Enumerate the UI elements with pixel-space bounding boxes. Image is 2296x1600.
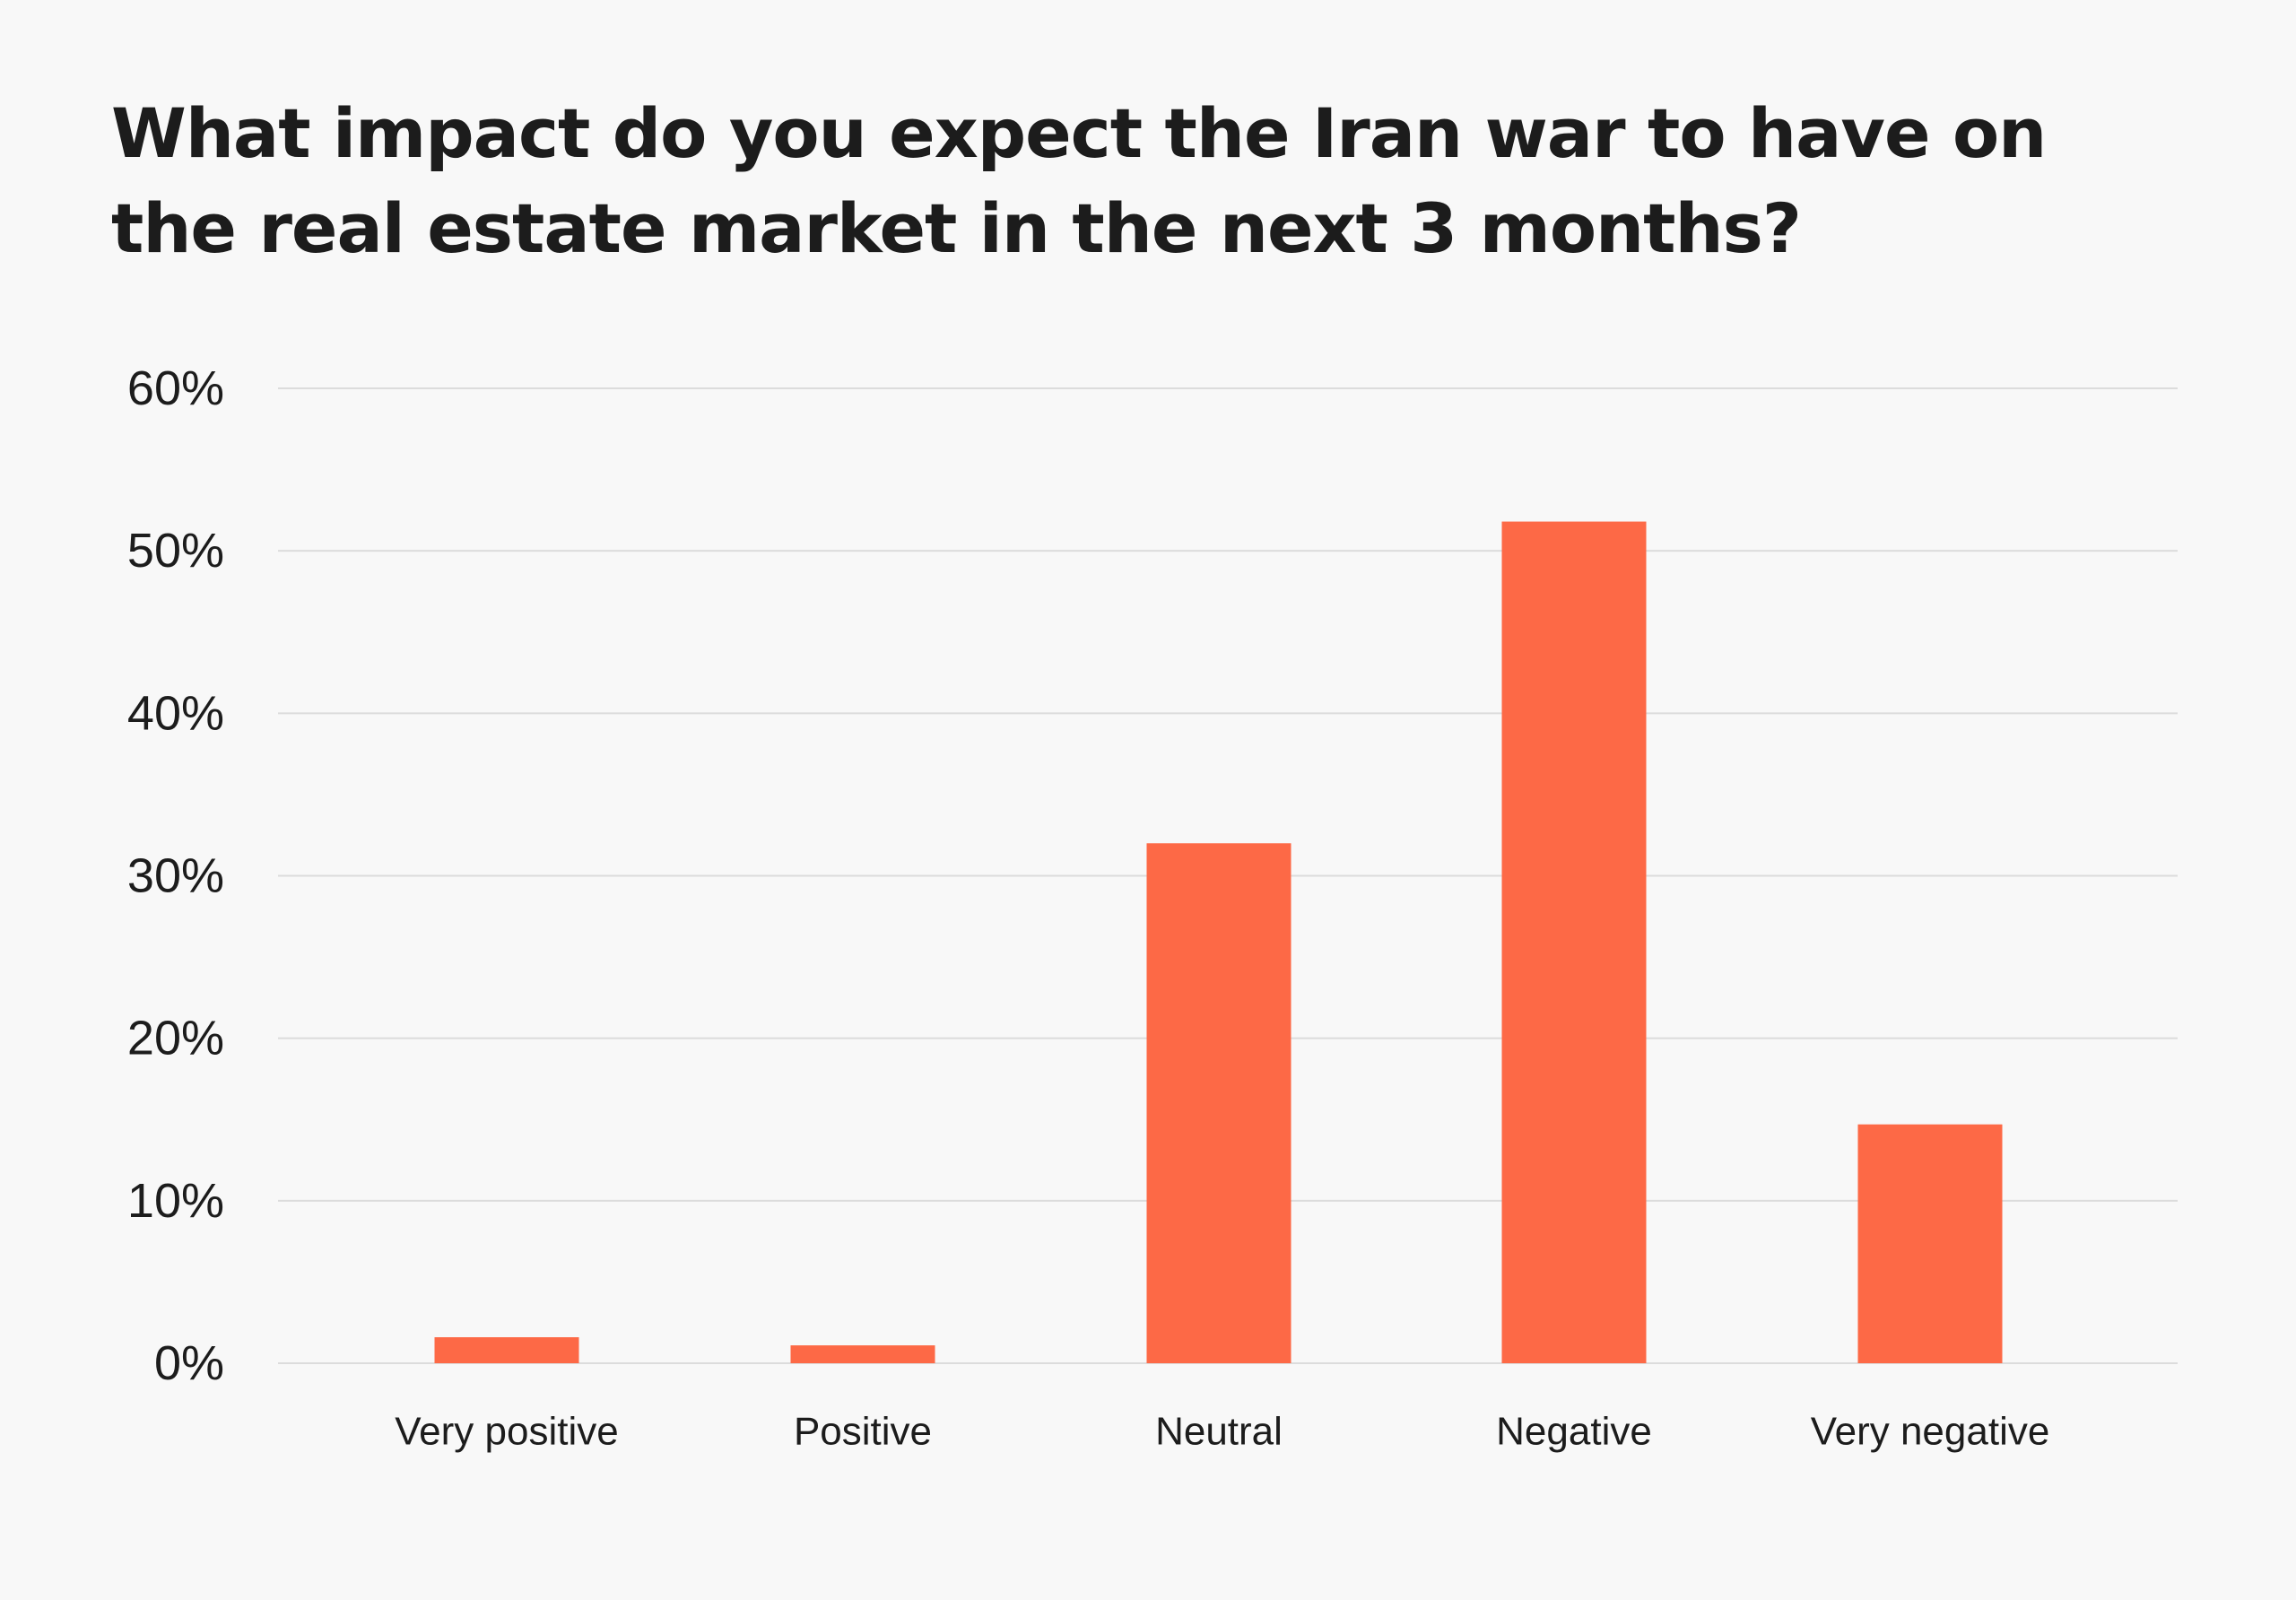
x-category-label: Neutral bbox=[1155, 1410, 1283, 1454]
x-category-label: Very negative bbox=[1811, 1410, 2050, 1454]
bar-negative bbox=[1501, 521, 1647, 1363]
y-tick-label: 10% bbox=[127, 1174, 224, 1228]
bars bbox=[434, 521, 2003, 1363]
bar-neutral bbox=[1146, 843, 1292, 1363]
x-category-label: Negative bbox=[1496, 1410, 1652, 1454]
y-tick-label: 30% bbox=[127, 849, 224, 903]
y-tick-label: 60% bbox=[127, 361, 224, 415]
y-tick-label: 50% bbox=[127, 524, 224, 578]
bar-very-negative bbox=[1857, 1124, 2003, 1363]
y-tick-label: 40% bbox=[127, 686, 224, 740]
y-tick-label: 20% bbox=[127, 1012, 224, 1065]
x-axis-labels: Very positive Positive Neutral Negative Very… bbox=[395, 1410, 2049, 1454]
y-axis-ticks: 0% 10% 20% 30% 40% 50% 60% bbox=[127, 361, 224, 1390]
x-category-label: Positive bbox=[794, 1410, 932, 1454]
y-tick-label: 0% bbox=[154, 1336, 224, 1390]
bar-positive bbox=[790, 1345, 935, 1363]
chart-title: What impact do you expect the Iran war t… bbox=[111, 93, 2047, 268]
bar-very-positive bbox=[434, 1337, 579, 1363]
x-category-label: Very positive bbox=[395, 1410, 618, 1454]
